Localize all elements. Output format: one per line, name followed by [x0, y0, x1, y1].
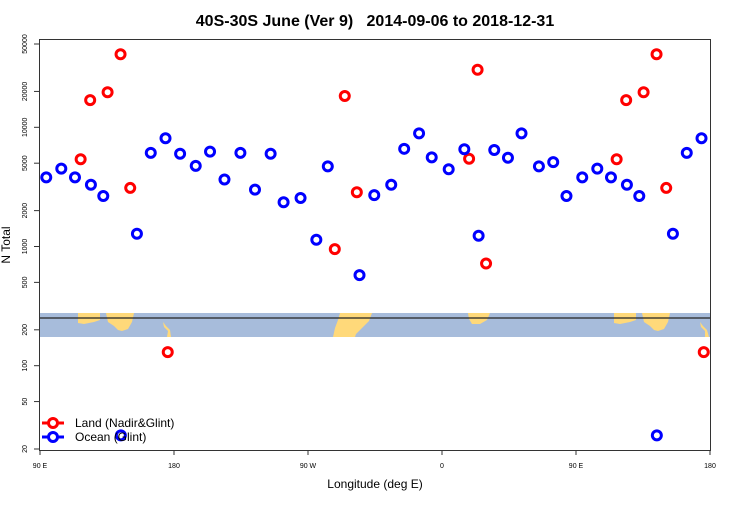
ocean-point	[159, 132, 172, 145]
ocean-point	[218, 173, 231, 186]
land-point	[124, 181, 137, 194]
y-tick-label: 10000	[22, 117, 29, 137]
y-tick-label: 2000	[22, 203, 29, 219]
land-point	[660, 181, 673, 194]
x-tick-label: 90 E	[33, 463, 48, 470]
ocean-point	[442, 163, 455, 176]
new-zealand-shape-2	[700, 322, 709, 337]
ocean-point	[130, 227, 143, 240]
ocean-point	[189, 159, 202, 172]
legend-land-marker	[47, 417, 59, 429]
land-point	[114, 48, 127, 61]
ocean-point	[560, 190, 573, 203]
y-tick-label: 5000	[22, 155, 29, 171]
land-point	[463, 152, 476, 165]
y-tick-label: 1000	[22, 239, 29, 255]
ocean-point	[385, 178, 398, 191]
ocean-point	[666, 227, 679, 240]
land-point	[328, 243, 341, 256]
ocean-point	[68, 171, 81, 184]
ocean-point	[398, 142, 411, 155]
ocean-point	[294, 192, 307, 205]
ocean-point	[413, 127, 426, 140]
land-point	[471, 63, 484, 76]
map-band	[40, 313, 710, 337]
ocean-point	[264, 147, 277, 160]
ocean-point	[532, 160, 545, 173]
y-axis: 50000 20000 10000 5000 2000 1000 500 200 100 50 20	[22, 34, 40, 453]
ocean-point	[174, 147, 187, 160]
ocean-point	[633, 190, 646, 203]
legend-ocean-label: Ocean (Glint)	[75, 430, 146, 444]
ocean-point	[425, 151, 438, 164]
x-tick-label: 180	[168, 463, 180, 470]
ocean-point	[234, 146, 247, 159]
ocean-point	[368, 189, 381, 202]
y-tick-label: 200	[22, 324, 29, 336]
ocean-point	[277, 196, 290, 209]
x-tick-label: 90 E	[569, 463, 584, 470]
x-axis-label: Longitude (deg E)	[327, 477, 422, 491]
ocean-point	[472, 229, 485, 242]
y-tick-label: 50000	[22, 34, 29, 54]
land-point	[350, 186, 363, 199]
ocean-point	[310, 233, 323, 246]
chart-title: 40S-30S June (Ver 9) 2014-09-06 to 2018-…	[196, 13, 555, 30]
x-tick-label: 0	[440, 463, 444, 470]
ocean-point	[680, 146, 693, 159]
ocean-point	[604, 171, 617, 184]
plot-frame	[39, 39, 711, 451]
land-point	[84, 94, 97, 107]
ocean-point	[204, 145, 217, 158]
ocean-point	[114, 429, 127, 442]
ocean-point	[458, 143, 471, 156]
y-axis-label: N Total	[0, 226, 13, 263]
ocean-point	[248, 183, 261, 196]
ocean-point	[97, 190, 110, 203]
ocean-point	[144, 146, 157, 159]
land-point	[480, 257, 493, 270]
ocean-point	[620, 178, 633, 191]
land-point	[101, 86, 114, 99]
land-point	[74, 153, 87, 166]
ocean-band	[40, 313, 710, 337]
ocean-point	[84, 178, 97, 191]
data-points	[40, 48, 710, 442]
y-tick-label: 500	[22, 276, 29, 288]
ocean-point	[501, 151, 514, 164]
y-tick-label: 20000	[22, 82, 29, 102]
ocean-point	[40, 171, 53, 184]
land-point	[610, 153, 623, 166]
y-tick-label: 20	[22, 445, 29, 453]
x-tick-label: 90 W	[300, 463, 317, 470]
south-america-shape	[333, 313, 372, 337]
legend-land-label: Land (Nadir&Glint)	[75, 416, 174, 430]
ocean-point	[591, 162, 604, 175]
land-point	[620, 94, 633, 107]
ocean-point	[576, 171, 589, 184]
ocean-point	[55, 162, 68, 175]
x-axis: 90 E 180 90 W 0 90 E 180	[33, 450, 716, 470]
land-point	[650, 48, 663, 61]
land-point	[637, 86, 650, 99]
ocean-point	[650, 429, 663, 442]
ocean-point	[353, 269, 366, 282]
y-tick-label: 50	[22, 398, 29, 406]
land-point	[697, 346, 710, 359]
ocean-point	[488, 144, 501, 157]
land-point	[161, 346, 174, 359]
ocean-point	[547, 156, 560, 169]
ocean-point	[321, 160, 334, 173]
x-tick-label: 180	[704, 463, 716, 470]
legend: Land (Nadir&Glint) Ocean (Glint)	[42, 416, 174, 444]
legend-ocean-marker	[47, 431, 59, 443]
y-tick-label: 100	[22, 360, 29, 372]
ocean-point	[515, 127, 528, 140]
ocean-point	[695, 132, 708, 145]
land-point	[338, 90, 351, 103]
new-zealand-shape	[163, 322, 171, 337]
